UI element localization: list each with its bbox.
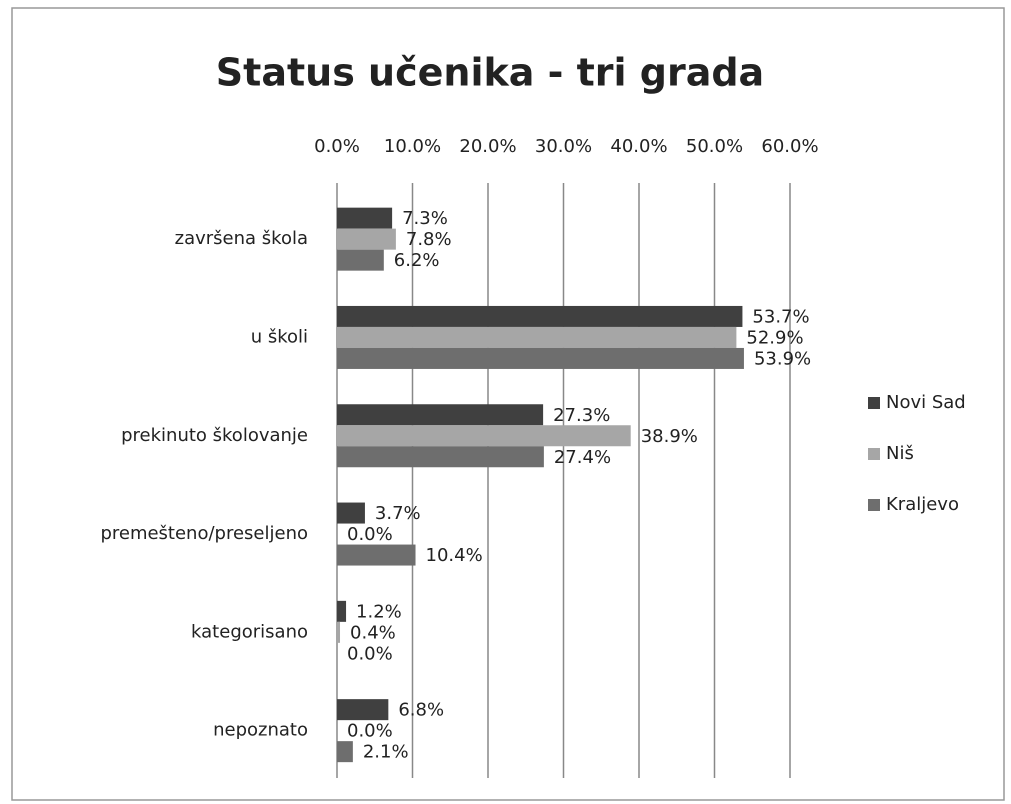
bar [337,326,737,348]
value-label: 7.3% [402,208,448,229]
bar [337,425,631,447]
value-label: 0.4% [350,622,396,643]
bar [337,544,416,566]
value-label: 38.9% [641,426,698,447]
value-label: 1.2% [356,601,402,622]
bar [337,404,544,426]
value-label: 0.0% [347,721,393,742]
x-tick-label: 20.0% [459,136,516,157]
y-tick-label: premešteno/preseljeno [100,523,308,544]
x-tick-label: 50.0% [686,136,743,157]
x-tick-label: 40.0% [610,136,667,157]
bar [337,621,341,643]
y-tick-label: završena škola [175,228,308,249]
value-label: 6.2% [394,250,440,271]
legend-label: Novi Sad [886,392,966,413]
value-label: 0.0% [347,643,393,664]
legend-swatch [868,397,880,409]
bar [337,741,353,763]
value-label: 6.8% [398,700,444,721]
value-label: 27.3% [553,405,610,426]
x-tick-label: 10.0% [384,136,441,157]
bar [337,446,544,468]
bar [337,207,393,229]
legend-swatch [868,499,880,511]
legend-swatch [868,448,880,460]
bar [337,502,365,524]
value-label: 53.9% [754,348,811,369]
value-label: 52.9% [746,327,803,348]
value-label: 0.0% [347,524,393,545]
value-label: 27.4% [554,447,611,468]
y-tick-label: u školi [251,326,308,347]
value-label: 53.7% [752,306,809,327]
value-label: 7.8% [406,229,452,250]
y-tick-label: kategorisano [191,621,308,642]
bar [337,347,744,369]
bar [337,228,396,250]
value-label: 2.1% [363,742,409,763]
bar [337,600,347,622]
y-tick-label: prekinuto školovanje [121,425,308,446]
x-tick-label: 30.0% [535,136,592,157]
legend-label: Niš [886,443,914,464]
value-label: 10.4% [426,545,483,566]
x-tick-label: 60.0% [761,136,818,157]
chart-frame [11,7,1005,801]
x-tick-label: 0.0% [314,136,360,157]
chart-title: Status učenika - tri grada [216,51,764,95]
legend-label: Kraljevo [886,494,959,515]
bar [337,699,389,721]
bar [337,249,384,271]
y-tick-label: nepoznato [213,720,308,741]
bar [337,305,743,327]
value-label: 3.7% [375,503,421,524]
